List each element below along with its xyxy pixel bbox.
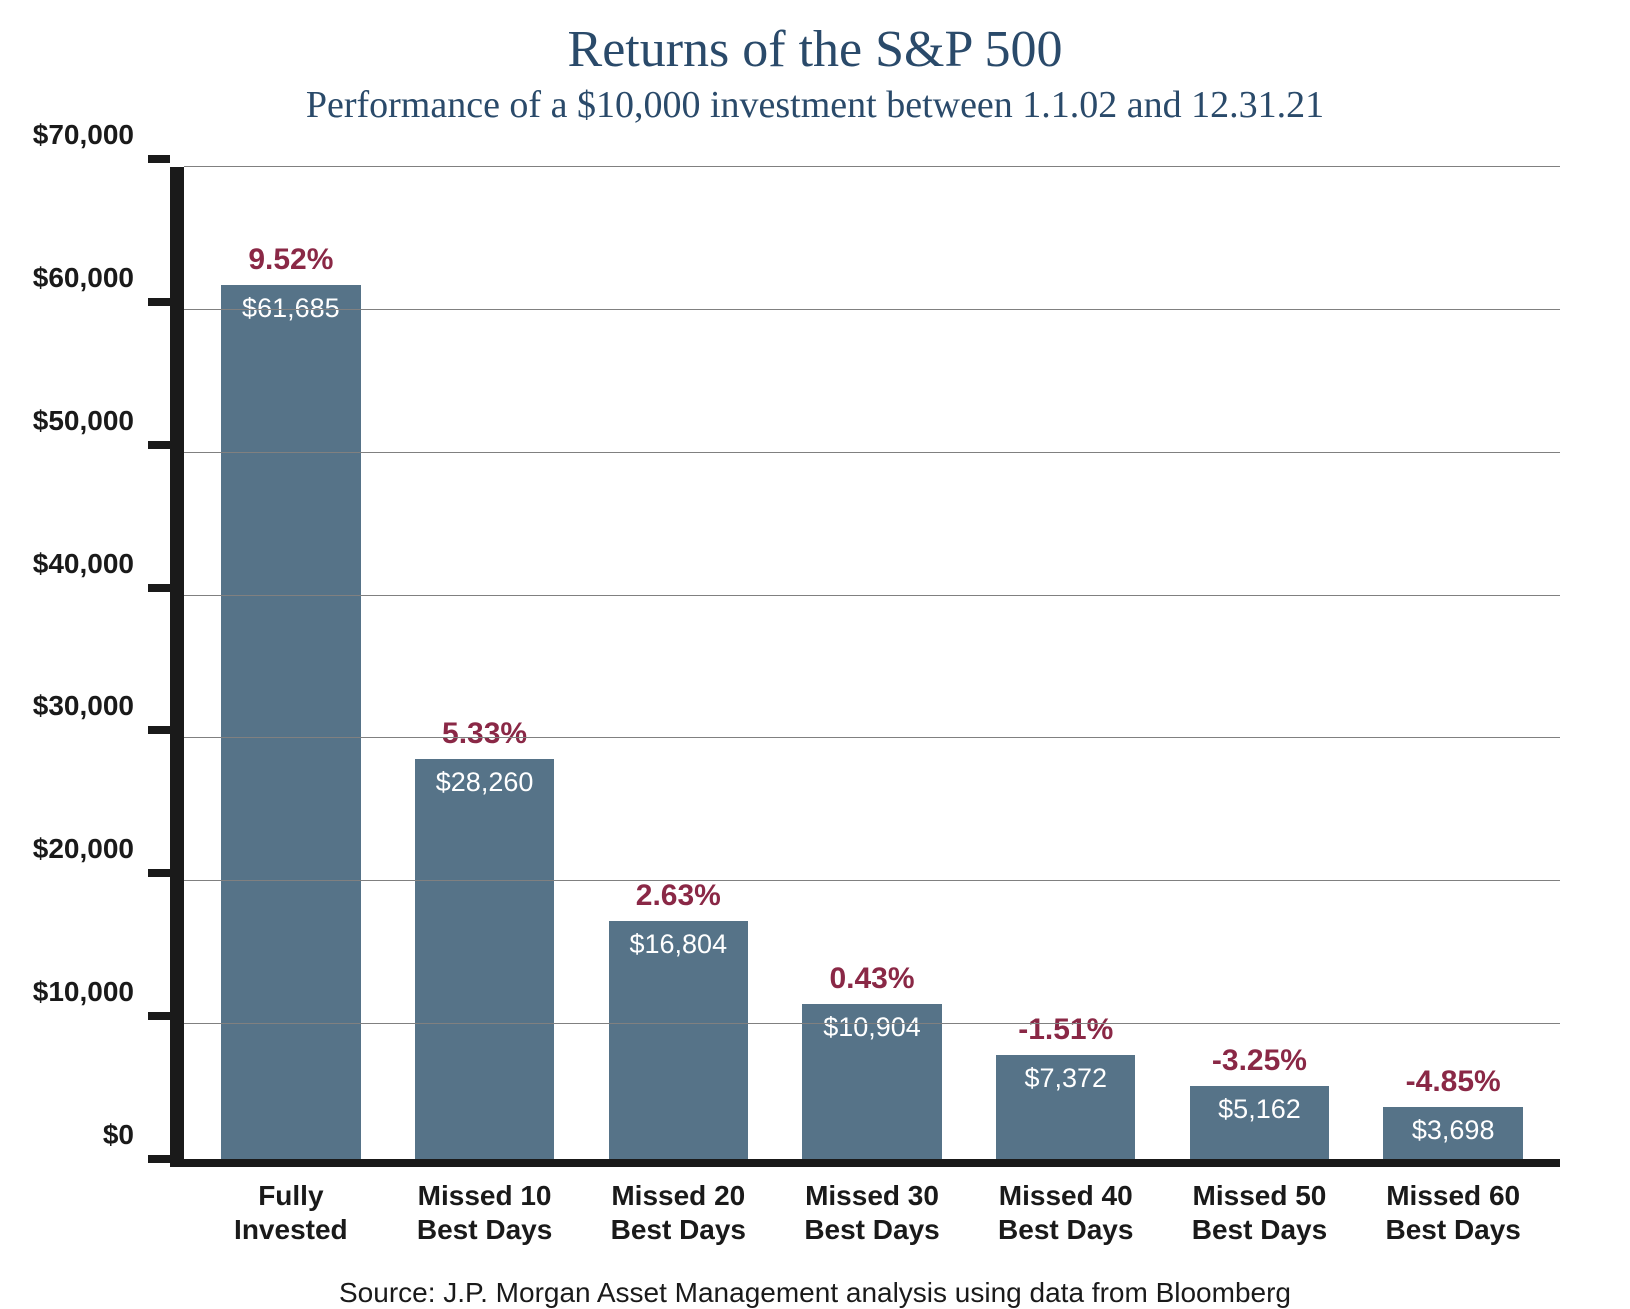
bar-value-label: $28,260 <box>436 767 534 798</box>
x-label-line1: Missed 10 <box>388 1179 582 1213</box>
y-tick-label: $0 <box>103 1119 134 1151</box>
grid-line <box>184 166 1560 167</box>
x-axis-labels: FullyInvestedMissed 10Best DaysMissed 20… <box>184 1179 1560 1246</box>
x-label-line2: Invested <box>194 1213 388 1247</box>
x-label-line2: Best Days <box>1163 1213 1357 1247</box>
chart-source: Source: J.P. Morgan Asset Management ana… <box>40 1277 1590 1309</box>
bar-percent-label: 0.43% <box>829 962 914 996</box>
grid-line <box>184 737 1560 738</box>
x-label-line1: Missed 40 <box>969 1179 1163 1213</box>
x-label-line2: Best Days <box>969 1213 1163 1247</box>
bar-percent-label: 5.33% <box>442 717 527 751</box>
y-tick-label: $10,000 <box>33 976 134 1008</box>
bar: -1.51%$7,372 <box>996 1055 1135 1159</box>
bar-slot: 2.63% $16,804 <box>581 167 775 1159</box>
y-tick-mark <box>148 298 170 306</box>
bar-slot: 5.33% $28,260 <box>388 167 582 1159</box>
bar-percent-label: -1.51% <box>1018 1013 1113 1047</box>
bar-value-label: $5,162 <box>1218 1094 1301 1125</box>
bar-value-label: $7,372 <box>1024 1063 1107 1094</box>
x-category-label: Missed 40Best Days <box>969 1179 1163 1246</box>
bar-percent-label: 9.52% <box>248 243 333 277</box>
y-tick-mark <box>148 441 170 449</box>
y-tick-mark <box>148 869 170 877</box>
y-tick-label: $50,000 <box>33 405 134 437</box>
x-label-line2: Best Days <box>1356 1213 1550 1247</box>
bar-slot: 9.52%$61,685 <box>194 167 388 1159</box>
x-label-line2: Best Days <box>388 1213 582 1247</box>
x-label-line1: Missed 60 <box>1356 1179 1550 1213</box>
x-label-line2: Best Days <box>581 1213 775 1247</box>
bar: 2.63%$16,804 <box>609 921 748 1159</box>
x-category-label: Missed 30Best Days <box>775 1179 969 1246</box>
bar: 0.43%$10,904 <box>802 1004 941 1159</box>
bar: 9.52%$61,685 <box>221 285 360 1159</box>
grid-line <box>184 309 1560 310</box>
x-label-line1: Fully <box>194 1179 388 1213</box>
bar-percent-label: -3.25% <box>1212 1044 1307 1078</box>
y-tick-label: $30,000 <box>33 690 134 722</box>
bar-slot: -4.85% $3,698 <box>1356 167 1550 1159</box>
chart-subtitle: Performance of a $10,000 investment betw… <box>40 83 1590 127</box>
y-tick-mark <box>148 584 170 592</box>
x-label-line1: Missed 30 <box>775 1179 969 1213</box>
bar: -4.85%$3,698 <box>1383 1107 1522 1159</box>
bar-value-label: $10,904 <box>823 1012 921 1043</box>
x-label-line1: Missed 50 <box>1163 1179 1357 1213</box>
bar: 5.33%$28,260 <box>415 759 554 1159</box>
y-tick-mark <box>148 726 170 734</box>
y-axis <box>170 167 184 1167</box>
y-tick-label: $70,000 <box>33 119 134 151</box>
x-label-line2: Best Days <box>775 1213 969 1247</box>
grid-line <box>184 595 1560 596</box>
bar-value-label: $16,804 <box>629 929 727 960</box>
y-tick-label: $20,000 <box>33 833 134 865</box>
bar-percent-label: 2.63% <box>636 879 721 913</box>
grid-line <box>184 1023 1560 1024</box>
bar-slot: 0.43% $10,904 <box>775 167 969 1159</box>
plot-area: 9.52%$61,685 5.33% $28,260 2.63% $16,804 0.43… <box>170 167 1560 1167</box>
x-axis <box>170 1159 1560 1167</box>
y-tick-mark <box>148 155 170 163</box>
chart-title: Returns of the S&P 500 <box>40 20 1590 79</box>
x-category-label: Missed 60Best Days <box>1356 1179 1550 1246</box>
y-tick-label: $40,000 <box>33 548 134 580</box>
bar-slot: -3.25% $5,162 <box>1163 167 1357 1159</box>
y-tick-mark <box>148 1012 170 1020</box>
chart-container: Returns of the S&P 500 Performance of a … <box>0 0 1630 1307</box>
x-category-label: Missed 10Best Days <box>388 1179 582 1246</box>
bar-slot: -1.51% $7,372 <box>969 167 1163 1159</box>
bar: -3.25%$5,162 <box>1190 1086 1329 1159</box>
x-category-label: FullyInvested <box>194 1179 388 1246</box>
bar-value-label: $3,698 <box>1412 1115 1495 1146</box>
bars-region: 9.52%$61,685 5.33% $28,260 2.63% $16,804 0.43… <box>184 167 1560 1159</box>
x-category-label: Missed 50Best Days <box>1163 1179 1357 1246</box>
grid-line <box>184 880 1560 881</box>
y-tick-label: $60,000 <box>33 262 134 294</box>
x-category-label: Missed 20Best Days <box>581 1179 775 1246</box>
x-label-line1: Missed 20 <box>581 1179 775 1213</box>
bar-percent-label: -4.85% <box>1406 1065 1501 1099</box>
y-tick-mark <box>148 1155 170 1163</box>
grid-line <box>184 452 1560 453</box>
